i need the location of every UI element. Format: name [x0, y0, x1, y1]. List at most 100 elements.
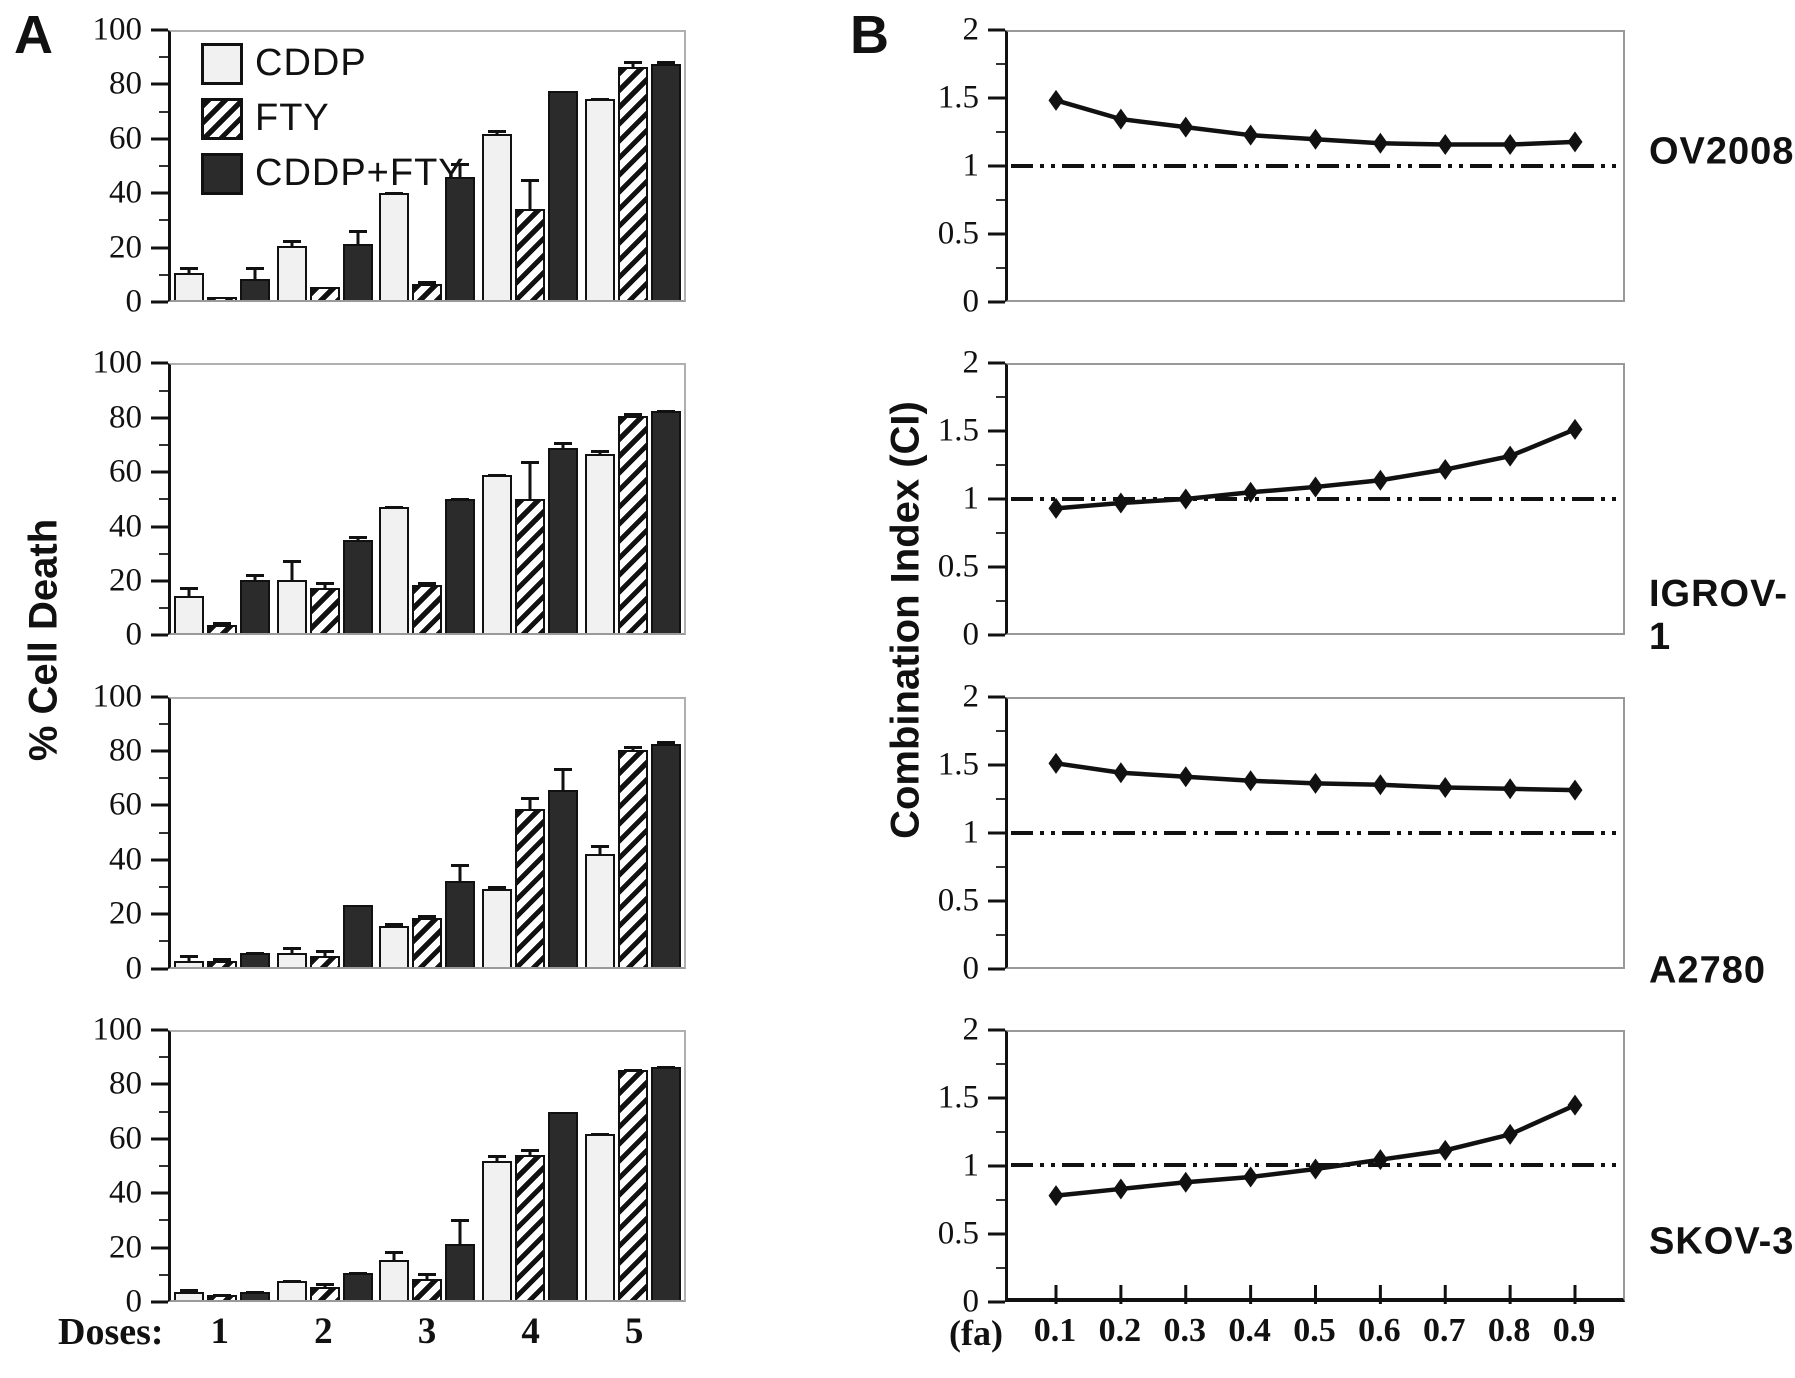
- diamond-marker: [1567, 419, 1583, 441]
- error-bar: [348, 1272, 367, 1276]
- y-tick-label: 0: [962, 283, 980, 320]
- error-bar: [590, 845, 609, 856]
- bar-cddp-fty: [445, 1218, 476, 1300]
- bar-cddp-fty: [240, 573, 271, 634]
- error-bar: [418, 915, 437, 920]
- y-tick-mark: [151, 967, 168, 971]
- bar-group: [174, 32, 271, 300]
- bar-cddp-fty: [445, 498, 476, 634]
- y-tick-mark: [996, 865, 1005, 868]
- line-chart-row-1: 0 0.5 1 1.5 2 OV2008: [885, 12, 1795, 320]
- bar-cddp: [379, 923, 410, 967]
- bar-group: [174, 1032, 271, 1300]
- bar-cddp: [276, 240, 307, 300]
- y-tick-label: 60: [109, 786, 142, 823]
- y-tick-mark: [988, 497, 1005, 501]
- bar-cddp-fty: [240, 952, 271, 967]
- y-tick-label: 60: [109, 120, 142, 157]
- y-tick-mark: [159, 1273, 168, 1276]
- fa-tick-label: 0.6: [1358, 1312, 1401, 1349]
- diamond-marker: [1567, 779, 1583, 801]
- bar-fty: [412, 915, 443, 967]
- diamond-marker: [1178, 1171, 1194, 1193]
- y-tick-mark: [151, 300, 168, 304]
- bar-cddp: [584, 450, 615, 634]
- y-tick-label: 0.5: [937, 882, 979, 919]
- bar-fty: [617, 1068, 648, 1300]
- bar-group: [584, 32, 681, 300]
- error-bar: [246, 1290, 265, 1294]
- y-tick-mark: [151, 470, 168, 474]
- legend-label-cddp-fty: CDDP+FTY: [255, 152, 465, 194]
- bar-cddp: [276, 947, 307, 967]
- bar-plot-3: [168, 696, 686, 969]
- y-tick-mark: [996, 600, 1005, 603]
- panel-b-label: B: [850, 5, 890, 65]
- bar-cddp-fty: [342, 536, 373, 634]
- error-bar: [282, 240, 301, 248]
- error-bar: [488, 130, 507, 135]
- y-tick-mark: [996, 1266, 1005, 1269]
- error-bar: [315, 1283, 334, 1288]
- line-chart-svg: [1011, 89, 1618, 168]
- diamond-marker: [1308, 476, 1323, 498]
- bar-group: [482, 365, 579, 634]
- dose-tick-label: 1: [210, 1311, 230, 1352]
- bar-chart-row-1: 0 20 40 60 80 100 CDDP FTY CDDP+FTY: [56, 12, 686, 320]
- bar-cddp: [276, 1280, 307, 1300]
- y-tick-label: 1.5: [937, 746, 979, 783]
- error-bar: [521, 797, 540, 810]
- bar-cddp-fty: [240, 267, 271, 300]
- bar-cddp: [584, 845, 615, 967]
- error-bar: [315, 949, 334, 958]
- bar-cddp-fty: [240, 1290, 271, 1300]
- y-tick-mark: [988, 899, 1005, 903]
- y-tick-label: 1.5: [937, 412, 979, 449]
- y-tick-mark: [159, 219, 168, 222]
- dose-tick-label: 5: [624, 1311, 644, 1352]
- bar-fty: [515, 1149, 546, 1300]
- y-tick-label: 20: [109, 229, 142, 266]
- diamond-marker: [1048, 1185, 1064, 1207]
- diamond-marker: [1502, 777, 1518, 799]
- bar-cddp-fty: [650, 60, 681, 300]
- y-tick-label: 80: [109, 399, 142, 436]
- error-bar: [348, 229, 367, 246]
- y-tick-label: 20: [109, 562, 142, 599]
- bar-cddp: [584, 1132, 615, 1300]
- diamond-marker: [1243, 769, 1259, 791]
- legend-item-fty: FTY: [201, 97, 465, 140]
- error-bar: [282, 560, 301, 581]
- panel-b-line-charts: 0 0.5 1 1.5 2 OV2008 0 0.5 1 1.5 2 IGROV-1 0 0.5 1…: [885, 12, 1795, 1320]
- bar-cddp-fty: [445, 162, 476, 300]
- y-tick-label: 1.5: [937, 1079, 979, 1116]
- y-tick-mark: [988, 967, 1005, 971]
- y-tick-label: 40: [109, 508, 142, 545]
- error-bar: [521, 1149, 540, 1157]
- bar-cddp: [276, 560, 307, 634]
- error-bar: [418, 1272, 437, 1281]
- diamond-marker: [1178, 116, 1194, 138]
- y-tick-label: 1: [962, 1147, 980, 1184]
- fa-tick-label: 0.8: [1487, 1312, 1531, 1349]
- bar-cddp-fty: [548, 90, 579, 300]
- line-chart-row-4: 0 0.5 1 1.5 2 SKOV-3: [885, 1011, 1795, 1319]
- line-plot-3: [1005, 696, 1625, 969]
- diamond-marker: [1308, 1158, 1323, 1180]
- bar-cddp: [379, 506, 410, 634]
- bar-group: [276, 1032, 373, 1300]
- diamond-marker: [1048, 498, 1064, 520]
- bar-chart-row-4: 0 20 40 60 80 100: [56, 1011, 686, 1319]
- error-bar: [451, 162, 470, 179]
- y-tick-label: 1: [962, 480, 980, 517]
- bar-group: [482, 1032, 579, 1300]
- error-bar: [246, 267, 265, 280]
- bar-group: [584, 699, 681, 967]
- legend-label-fty: FTY: [255, 97, 330, 139]
- y-tick-mark: [159, 886, 168, 889]
- y-tick-label: 0: [125, 1283, 143, 1320]
- bar-fty: [309, 286, 340, 300]
- y-tick-mark: [988, 565, 1005, 569]
- line-chart-svg: [1011, 1094, 1618, 1304]
